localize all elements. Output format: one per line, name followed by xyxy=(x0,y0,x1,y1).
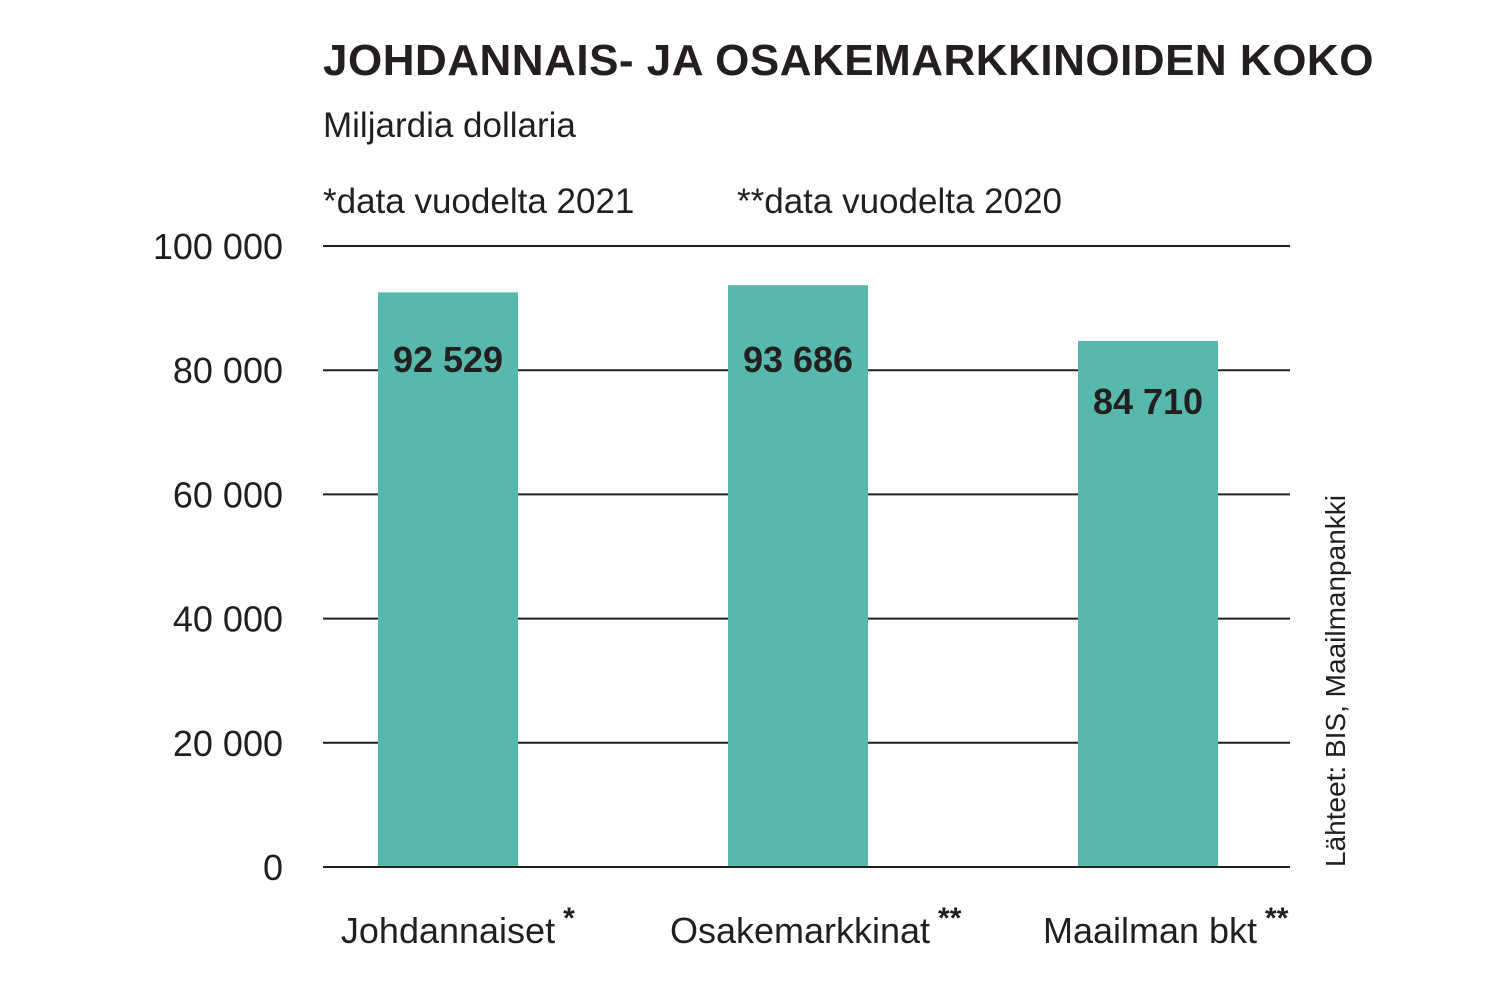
chart-subtitle: Miljardia dollaria xyxy=(323,106,576,145)
category-footnote-mark: ** xyxy=(1265,902,1289,935)
category-footnote-mark: ** xyxy=(938,902,962,935)
y-tick-label: 20 000 xyxy=(173,723,283,764)
data-label: 84 710 xyxy=(1093,381,1203,422)
note-2020: **data vuodelta 2020 xyxy=(737,182,1062,221)
category-footnote-mark: * xyxy=(563,902,575,935)
x-tick-label: Johdannaiset xyxy=(341,910,555,951)
data-label: 93 686 xyxy=(743,339,853,380)
y-tick-label: 40 000 xyxy=(173,599,283,640)
source-label: Lähteet: BIS, Maailmanpankki xyxy=(1320,495,1351,867)
y-tick-label: 100 000 xyxy=(153,226,283,267)
y-tick-label: 0 xyxy=(263,847,283,888)
x-tick-label: Osakemarkkinat xyxy=(670,910,930,951)
y-tick-label: 80 000 xyxy=(173,350,283,391)
bar xyxy=(1078,340,1218,867)
chart-title: JOHDANNAIS- JA OSAKEMARKKINOIDEN KOKO xyxy=(323,36,1374,85)
bar xyxy=(378,292,518,867)
y-tick-label: 60 000 xyxy=(173,474,283,515)
x-tick-label: Maailman bkt xyxy=(1043,910,1257,951)
data-label: 92 529 xyxy=(393,339,503,380)
bar xyxy=(728,285,868,867)
note-2021: *data vuodelta 2021 xyxy=(323,182,635,221)
